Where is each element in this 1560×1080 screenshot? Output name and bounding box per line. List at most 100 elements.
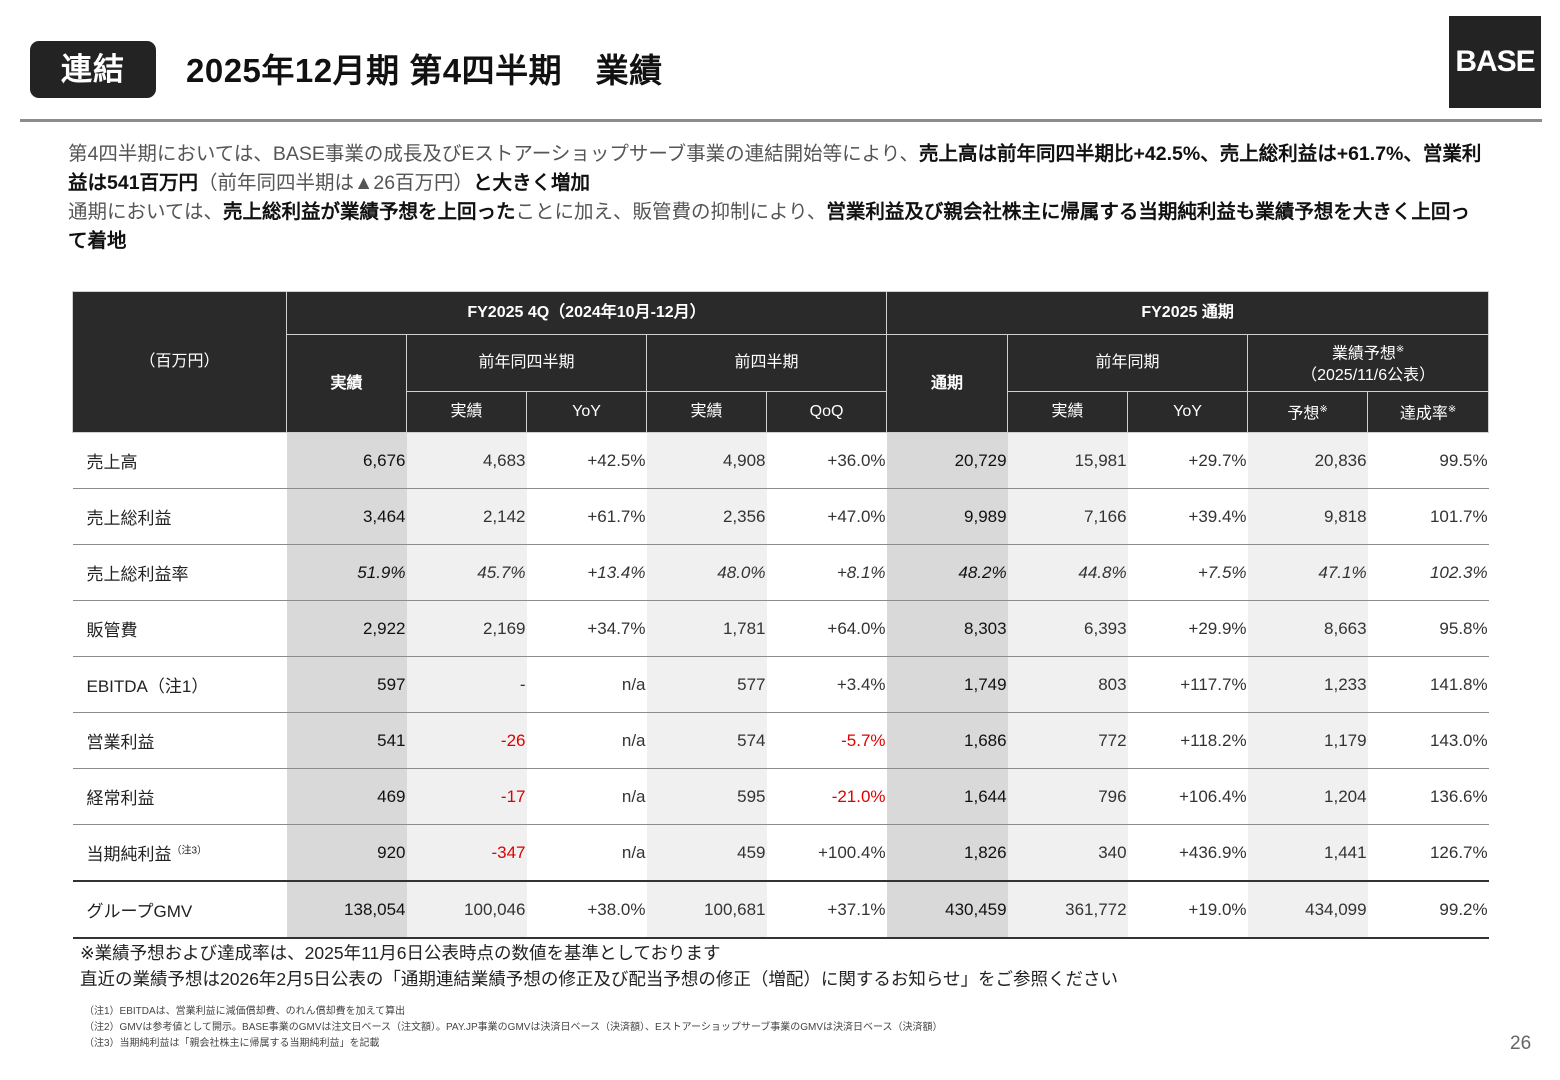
table-cell: 48.0% — [646, 544, 767, 601]
note-line-2: 直近の業績予想は2026年2月5日公表の「通期連結業績予想の修正及び配当予想の修… — [80, 969, 1119, 989]
row-label: グループGMV — [72, 880, 287, 939]
title-divider — [20, 119, 1542, 122]
full-year-actual-header: 通期 — [886, 334, 1009, 433]
row-label: 営業利益 — [72, 712, 287, 769]
table-cell: 597 — [286, 656, 407, 713]
table-cell: 6,676 — [286, 432, 407, 489]
table-cell: +38.0% — [526, 880, 647, 939]
table-cell: 2,142 — [406, 488, 527, 545]
table-cell: n/a — [526, 712, 647, 769]
prev-q-qoq-header: QoQ — [765, 391, 888, 433]
table-cell: 9,989 — [886, 488, 1008, 545]
table-cell: +436.9% — [1127, 824, 1248, 882]
table-cell: +7.5% — [1127, 544, 1248, 601]
table-cell: 577 — [646, 656, 767, 713]
forecast-group-mark: ※ — [1395, 343, 1405, 355]
table-cell: 143.0% — [1367, 712, 1489, 769]
row-label: 販管費 — [72, 600, 287, 657]
row-label: 売上総利益率 — [72, 544, 287, 601]
table-cell: +3.4% — [766, 656, 887, 713]
table-cell: +39.4% — [1127, 488, 1248, 545]
table-cell: 595 — [646, 768, 767, 825]
row-label-text: 当期純利益 — [86, 845, 172, 864]
table-cell: 101.7% — [1367, 488, 1489, 545]
table-cell: +19.0% — [1127, 880, 1248, 939]
table-cell: 1,204 — [1247, 768, 1368, 825]
achievement-mark: ※ — [1447, 403, 1457, 415]
table-cell: +117.7% — [1127, 656, 1248, 713]
table-cell: 6,393 — [1007, 600, 1128, 657]
footnote-3: （注3）当期純利益は「親会社株主に帰属する当期純利益」を記載 — [84, 1038, 380, 1049]
consolidated-badge: 連結 — [30, 41, 156, 98]
table-cell: 1,686 — [886, 712, 1008, 769]
table-cell: +64.0% — [766, 600, 887, 657]
row-label-text: 営業利益 — [86, 733, 155, 752]
summary-segment: （前年同四半期は▲26百万円） — [198, 172, 474, 194]
table-cell: +29.9% — [1127, 600, 1248, 657]
table-cell: -26 — [406, 712, 527, 769]
table-cell: +29.7% — [1127, 432, 1248, 489]
table-cell: 1,644 — [886, 768, 1008, 825]
prev-year-header: 前年同期 — [1007, 334, 1249, 392]
table-cell: +100.4% — [766, 824, 887, 882]
prev-quarter-header: 前四半期 — [645, 334, 888, 392]
prev-year-yoy-header: YoY — [1127, 391, 1249, 433]
table-cell: 796 — [1007, 768, 1128, 825]
q4-header: FY2025 4Q（2024年10月-12月） — [285, 291, 888, 335]
table-cell: 126.7% — [1367, 824, 1489, 882]
unit-header: （百万円） — [72, 291, 287, 433]
table-cell: 8,303 — [886, 600, 1008, 657]
prev-q-actual-header: 実績 — [646, 391, 767, 433]
table-cell: 1,826 — [886, 824, 1008, 882]
table-cell: -5.7% — [766, 712, 887, 769]
forecast-notes: ※業績予想および達成率は、2025年11月6日公表時点の数値を基準としております… — [80, 940, 1118, 992]
table-cell: - — [406, 656, 527, 713]
table-cell: 459 — [646, 824, 767, 882]
table-row: 売上総利益 3,464 2,142 +61.7% 2,356 +47.0% 9,989 7,1… — [72, 488, 1489, 545]
footnotes: （注1）EBITDAは、営業利益に減価償却費、のれん償却費を加えて算出 （注2）… — [84, 1004, 943, 1052]
table-cell: 772 — [1007, 712, 1128, 769]
forecast-label: 予想 — [1287, 405, 1320, 423]
achievement-label: 達成率 — [1399, 405, 1448, 423]
table-cell: 1,441 — [1247, 824, 1368, 882]
table-cell: -21.0% — [766, 768, 887, 825]
table-cell: 1,179 — [1247, 712, 1368, 769]
table-cell: +13.4% — [526, 544, 647, 601]
table-row: グループGMV 138,054 100,046 +38.0% 100,681 +37.1%… — [72, 880, 1489, 939]
table-cell: -17 — [406, 768, 527, 825]
summary-full-year: 通期においては、売上総利益が業績予想を上回ったことに加え、販管費の抑制により、営… — [68, 198, 1488, 256]
table-cell: n/a — [526, 768, 647, 825]
table-cell: 4,683 — [406, 432, 527, 489]
table-cell: 99.2% — [1367, 880, 1489, 939]
table-cell: 434,099 — [1247, 880, 1368, 939]
table-cell: +34.7% — [526, 600, 647, 657]
table-cell: +106.4% — [1127, 768, 1248, 825]
page-title: 2025年12月期 第4四半期 業績 — [186, 52, 663, 89]
table-cell: 340 — [1007, 824, 1128, 882]
row-label-text: グループGMV — [86, 902, 193, 921]
table-cell: 20,836 — [1247, 432, 1368, 489]
table-cell: 2,922 — [286, 600, 407, 657]
page-number: 26 — [1510, 1033, 1532, 1054]
table-cell: 8,663 — [1247, 600, 1368, 657]
summary-segment: 営業利益及び親会社株主に帰属する当期純利益も業績予想を大きく上回って着地 — [68, 201, 1470, 252]
table-cell: -347 — [406, 824, 527, 882]
table-cell: 920 — [286, 824, 407, 882]
note-line-1: ※業績予想および達成率は、2025年11月6日公表時点の数値を基準としております — [80, 943, 721, 963]
forecast-mark: ※ — [1319, 403, 1328, 415]
table-cell: 430,459 — [886, 880, 1008, 939]
row-label: EBITDA（注1） — [72, 656, 287, 713]
summary-q4: 第4四半期においては、BASE事業の成長及びEストアーショップサーブ事業の連結開… — [68, 140, 1488, 198]
table-cell: 469 — [286, 768, 407, 825]
forecast-group-header: 業績予想※ （2025/11/6公表） — [1247, 334, 1490, 392]
table-cell: 15,981 — [1007, 432, 1128, 489]
row-label-text: 売上総利益率 — [86, 565, 189, 584]
summary-segment: 第4四半期においては、BASE事業の成長及びEストアーショップサーブ事業の連結開… — [68, 143, 920, 165]
table-cell: 1,749 — [886, 656, 1008, 713]
prev-year-q-actual-header: 実績 — [406, 391, 527, 433]
table-cell: 47.1% — [1247, 544, 1368, 601]
table-cell: 48.2% — [886, 544, 1008, 601]
forecast-group-date: （2025/11/6公表） — [1301, 367, 1436, 385]
results-table-body: 売上高 6,676 4,683 +42.5% 4,908 +36.0% 20,729 15,9… — [72, 432, 1489, 939]
table-cell: 9,818 — [1247, 488, 1368, 545]
